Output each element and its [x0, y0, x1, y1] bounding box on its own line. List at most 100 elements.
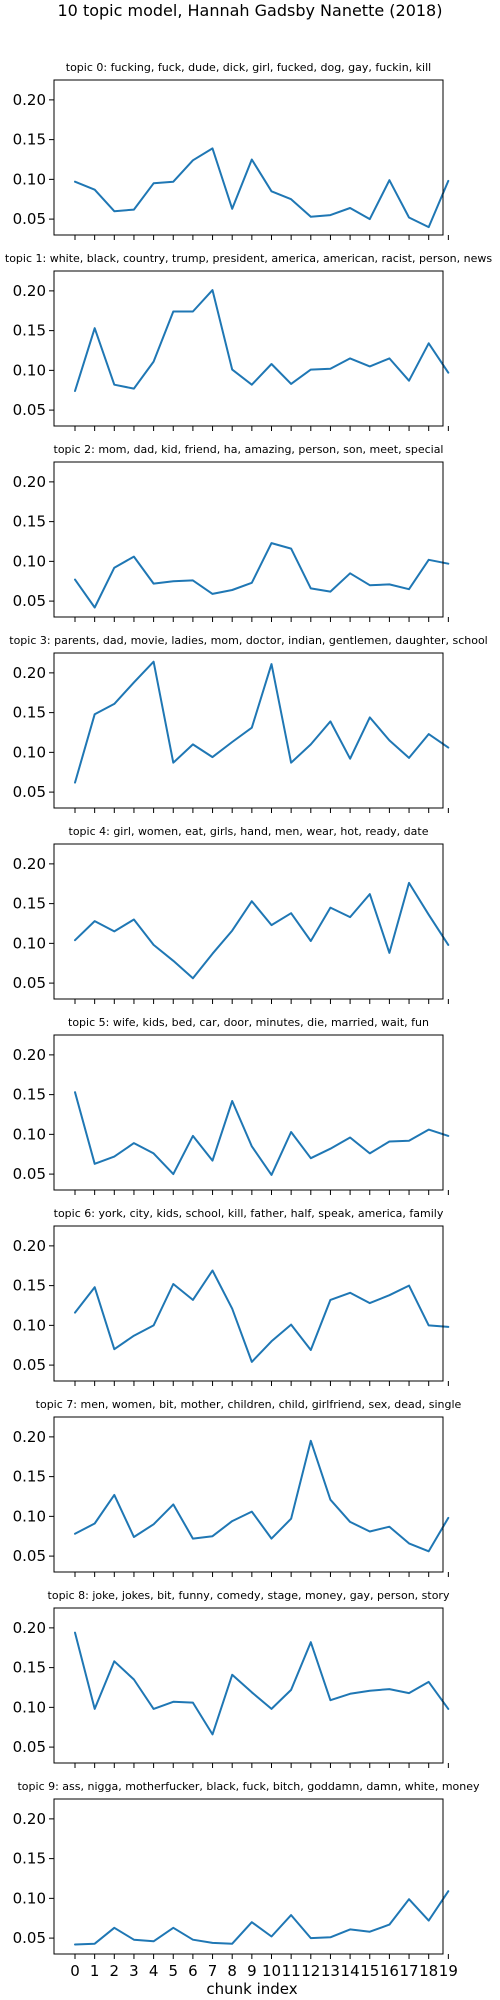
y-tick-label: 0.15 [13, 513, 46, 531]
subplot-topic-2: topic 2: mom, dad, kid, friend, ha, amaz… [13, 443, 450, 622]
y-tick-label: 0.10 [13, 1507, 46, 1525]
subplot-topic-9: topic 9: ass, nigga, motherfucker, black… [13, 1780, 480, 1959]
subplot-title: topic 1: white, black, country, trump, p… [5, 252, 492, 265]
topic-5-series-line [74, 1091, 450, 1176]
x-tick-label: 19 [439, 1962, 458, 1980]
y-tick-label: 0.10 [13, 743, 46, 761]
x-axis-label: chunk index [206, 1980, 297, 1998]
x-tick-label: 9 [247, 1962, 257, 1980]
y-tick-label: 0.10 [13, 1316, 46, 1334]
y-tick-label: 0.20 [13, 91, 46, 109]
y-tick-label: 0.10 [13, 170, 46, 188]
y-tick-label: 0.10 [13, 552, 46, 570]
subplot-topic-7: topic 7: men, women, bit, mother, childr… [13, 1398, 462, 1577]
y-tick-label: 0.15 [13, 131, 46, 149]
y-tick-label: 0.10 [13, 1889, 46, 1907]
y-tick-label: 0.15 [13, 1086, 46, 1104]
x-tick-label: 8 [227, 1962, 237, 1980]
x-tick-label: 13 [321, 1962, 340, 1980]
topic-9-series-line [74, 1890, 450, 1946]
y-tick-label: 0.05 [13, 1165, 46, 1183]
y-tick-label: 0.20 [13, 855, 46, 873]
subplot-title: topic 0: fucking, fuck, dude, dick, girl… [66, 61, 431, 74]
x-tick-label: 14 [341, 1962, 360, 1980]
subplot-topic-5: topic 5: wife, kids, bed, car, door, min… [13, 1016, 450, 1195]
subplot-title: topic 3: parents, dad, movie, ladies, mo… [9, 634, 487, 647]
axes-frame [53, 1416, 444, 1573]
subplot-title: topic 4: girl, women, eat, girls, hand, … [69, 825, 429, 838]
y-tick-label: 0.05 [13, 401, 46, 419]
topic-6-series-line [74, 1269, 450, 1363]
topic-2-series-line [74, 542, 450, 609]
y-tick-label: 0.20 [13, 1428, 46, 1446]
x-tick-label: 1 [90, 1962, 100, 1980]
y-tick-label: 0.20 [13, 1619, 46, 1637]
x-tick-label: 3 [129, 1962, 139, 1980]
axes-frame [53, 652, 444, 809]
y-tick-label: 0.10 [13, 934, 46, 952]
y-tick-label: 0.10 [13, 361, 46, 379]
subplot-topic-1: topic 1: white, black, country, trump, p… [5, 252, 492, 431]
subplot-title: topic 7: men, women, bit, mother, childr… [36, 1398, 462, 1411]
y-tick-label: 0.05 [13, 783, 46, 801]
subplot-topic-8: topic 8: joke, jokes, bit, funny, comedy… [13, 1589, 450, 1768]
y-tick-label: 0.05 [13, 1929, 46, 1947]
y-tick-label: 0.15 [13, 1659, 46, 1677]
y-tick-label: 0.05 [13, 1547, 46, 1565]
figure-title: 10 topic model, Hannah Gadsby Nanette (2… [58, 1, 443, 20]
y-tick-label: 0.20 [13, 1046, 46, 1064]
x-tick-label: 0 [70, 1962, 80, 1980]
x-tick-label: 6 [188, 1962, 198, 1980]
axes-frame [53, 270, 444, 427]
y-tick-label: 0.15 [13, 704, 46, 722]
subplot-title: topic 2: mom, dad, kid, friend, ha, amaz… [54, 443, 444, 456]
axes-frame [53, 1607, 444, 1764]
subplot-topic-6: topic 6: york, city, kids, school, kill,… [13, 1207, 450, 1386]
x-tick-label: 2 [110, 1962, 120, 1980]
y-tick-label: 0.20 [13, 1237, 46, 1255]
x-tick-label: 12 [301, 1962, 320, 1980]
y-tick-label: 0.15 [13, 1277, 46, 1295]
y-tick-label: 0.20 [13, 1810, 46, 1828]
axes-frame [53, 79, 444, 236]
topic-8-series-line [74, 1631, 450, 1736]
x-tick-label: 18 [419, 1962, 438, 1980]
y-tick-label: 0.05 [13, 1738, 46, 1756]
y-tick-label: 0.20 [13, 664, 46, 682]
y-tick-label: 0.20 [13, 473, 46, 491]
axes-frame [53, 1225, 444, 1382]
x-tick-label: 10 [262, 1962, 281, 1980]
x-tick-label: 5 [168, 1962, 178, 1980]
y-tick-label: 0.15 [13, 895, 46, 913]
subplot-title: topic 9: ass, nigga, motherfucker, black… [17, 1780, 480, 1793]
axes-frame [53, 843, 444, 1000]
x-axis: 0 1 2 3 4 5 6 7 8 9 10 11 12 13 14 15 16 17 18 19 [70, 1962, 458, 1980]
subplot-topic-4: topic 4: girl, women, eat, girls, hand, … [13, 825, 450, 1004]
subplot-title: topic 8: joke, jokes, bit, funny, comedy… [48, 1589, 450, 1602]
topic-1-series-line [74, 289, 450, 392]
subplot-topic-0: topic 0: fucking, fuck, dude, dick, girl… [13, 61, 450, 240]
subplot-title: topic 5: wife, kids, bed, car, door, min… [68, 1016, 429, 1029]
subplot-topic-3: topic 3: parents, dad, movie, ladies, mo… [9, 634, 488, 813]
y-tick-label: 0.10 [13, 1125, 46, 1143]
y-tick-label: 0.15 [13, 1468, 46, 1486]
y-tick-label: 0.20 [13, 282, 46, 300]
y-tick-label: 0.05 [13, 974, 46, 992]
x-tick-label: 15 [360, 1962, 379, 1980]
topic-7-series-line [74, 1439, 450, 1553]
axes-frame [53, 1034, 444, 1191]
x-tick-label: 7 [208, 1962, 218, 1980]
y-tick-label: 0.05 [13, 592, 46, 610]
x-tick-label: 17 [400, 1962, 419, 1980]
topic-4-series-line [74, 881, 450, 980]
y-tick-label: 0.15 [13, 322, 46, 340]
x-tick-label: 11 [282, 1962, 301, 1980]
y-tick-label: 0.10 [13, 1698, 46, 1716]
topic-3-series-line [74, 660, 450, 784]
topic-0-series-line [74, 147, 450, 229]
x-tick-label: 4 [149, 1962, 159, 1980]
x-tick-label: 16 [380, 1962, 399, 1980]
y-tick-label: 0.15 [13, 1850, 46, 1868]
y-tick-label: 0.05 [13, 1356, 46, 1374]
